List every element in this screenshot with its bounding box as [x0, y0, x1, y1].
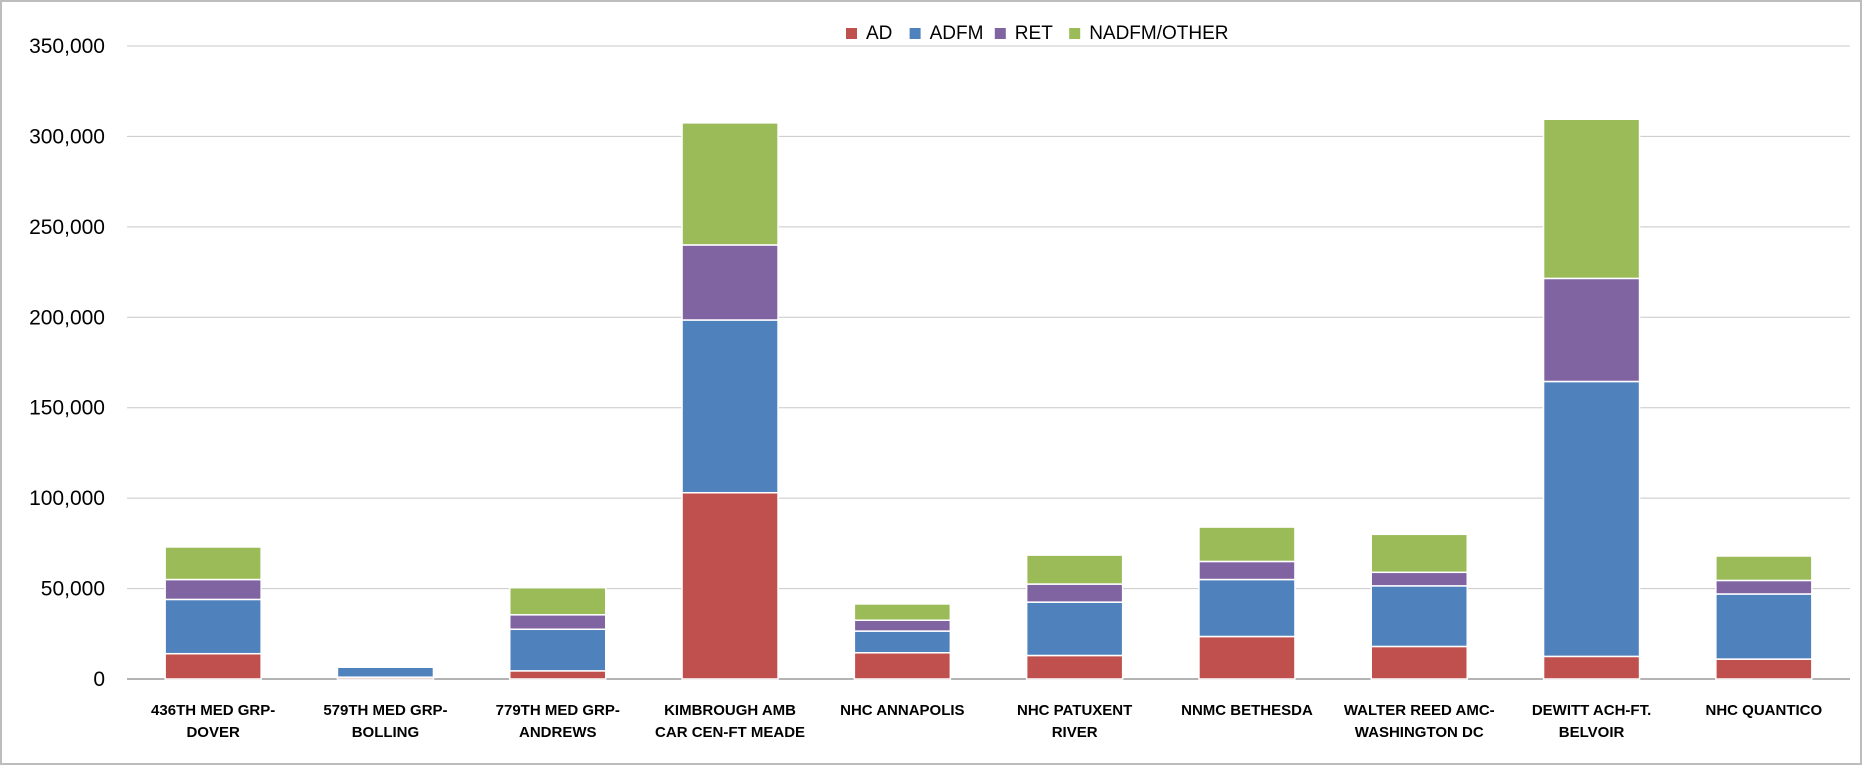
bar-segment-ret — [1542, 277, 1641, 383]
y-tick-label: 100,000 — [29, 487, 105, 510]
x-category-label: 579TH MED GRP- — [323, 702, 447, 719]
bar-segment-ad — [1715, 658, 1813, 680]
bar-segment-adfm — [164, 598, 262, 655]
bar-segment-ad — [853, 652, 952, 680]
bar-segment-ret — [1025, 583, 1124, 603]
legend-swatch — [909, 28, 921, 39]
bar-segment-ret — [164, 578, 262, 601]
y-tick-label: 150,000 — [29, 397, 105, 420]
legend-swatch — [1069, 28, 1081, 39]
x-category-label: DOVER — [186, 724, 240, 741]
x-category-label: 436TH MED GRP- — [151, 702, 275, 719]
x-category-label: ANDREWS — [519, 724, 597, 741]
legend-label: ADFM — [930, 23, 984, 44]
bar-segment-nadfm-other — [1025, 554, 1124, 585]
legend-label: NADFM/OTHER — [1089, 23, 1228, 44]
bar-segment-nadfm-other — [1370, 533, 1468, 574]
x-category-label: BELVOIR — [1559, 724, 1625, 741]
legend-swatch — [846, 28, 857, 39]
y-tick-label: 0 — [93, 668, 105, 691]
x-category-label: WASHINGTON DC — [1355, 724, 1484, 741]
y-tick-label: 200,000 — [29, 306, 105, 329]
x-category-label: DEWITT ACH-FT. — [1532, 702, 1651, 719]
x-category-label: KIMBROUGH AMB — [664, 702, 796, 719]
bar-segment-ad — [681, 491, 779, 680]
x-category-label: 779TH MED GRP- — [496, 702, 620, 719]
bar-segment-ret — [1370, 571, 1468, 587]
y-tick-label: 300,000 — [29, 125, 105, 148]
bar-segment-ad — [1542, 655, 1641, 680]
bar-segment-adfm — [509, 628, 607, 672]
bar-segment-adfm — [681, 319, 779, 494]
bar-segment-nadfm-other — [1542, 118, 1641, 280]
bars — [164, 118, 1813, 680]
bar-segment-ad — [1370, 645, 1468, 680]
bar-segment-ret — [853, 619, 952, 632]
bar-segment-nadfm-other — [1715, 555, 1813, 582]
y-tick-label: 50,000 — [41, 578, 105, 601]
x-category-label: WALTER REED AMC- — [1344, 702, 1495, 719]
bar-segment-adfm — [1715, 593, 1813, 660]
bar-segment-adfm — [1370, 585, 1468, 648]
x-category-label: NNMC BETHESDA — [1181, 702, 1313, 719]
bar-segment-ad — [1198, 635, 1296, 680]
bar-segment-nadfm-other — [164, 546, 262, 581]
bar-segment-nadfm-other — [681, 122, 779, 246]
axes: 0 50,000 100,000 150,000 200,000 250,000 300,0… — [29, 35, 1822, 741]
y-tick-label: 250,000 — [29, 216, 105, 239]
bar-segment-ad — [509, 670, 607, 680]
x-category-label: RIVER — [1052, 724, 1098, 741]
legend-label: RET — [1015, 23, 1053, 44]
bar-segment-adfm — [853, 630, 952, 654]
x-category-label: CAR CEN-FT MEADE — [655, 724, 805, 741]
bar-segment-ad — [164, 652, 262, 680]
bar-segment-ret — [509, 614, 607, 631]
bar-segment-adfm — [336, 666, 435, 678]
bar-segment-ad — [1025, 654, 1124, 680]
bar-segment-nadfm-other — [509, 586, 607, 616]
bar-segment-nadfm-other — [853, 603, 952, 621]
bar-segment-adfm — [1198, 578, 1296, 638]
x-category-label: NHC QUANTICO — [1706, 702, 1823, 719]
bar-segment-ret — [681, 244, 779, 321]
legend-swatch — [994, 28, 1006, 39]
legend-label: AD — [866, 23, 892, 44]
x-category-label: NHC PATUXENT — [1017, 702, 1132, 719]
bar-segment-adfm — [1542, 380, 1641, 658]
legend: AD ADFM RET NADFM/OTHER — [846, 23, 1229, 44]
y-tick-label: 350,000 — [29, 35, 105, 58]
bar-segment-adfm — [1025, 601, 1124, 657]
bar-segment-ret — [1715, 579, 1813, 595]
x-category-label: NHC ANNAPOLIS — [840, 702, 964, 719]
bar-segment-ret — [1198, 560, 1296, 581]
x-category-label: BOLLING — [352, 724, 420, 741]
bar-segment-ret — [336, 665, 435, 668]
bar-segment-nadfm-other — [1198, 526, 1296, 563]
